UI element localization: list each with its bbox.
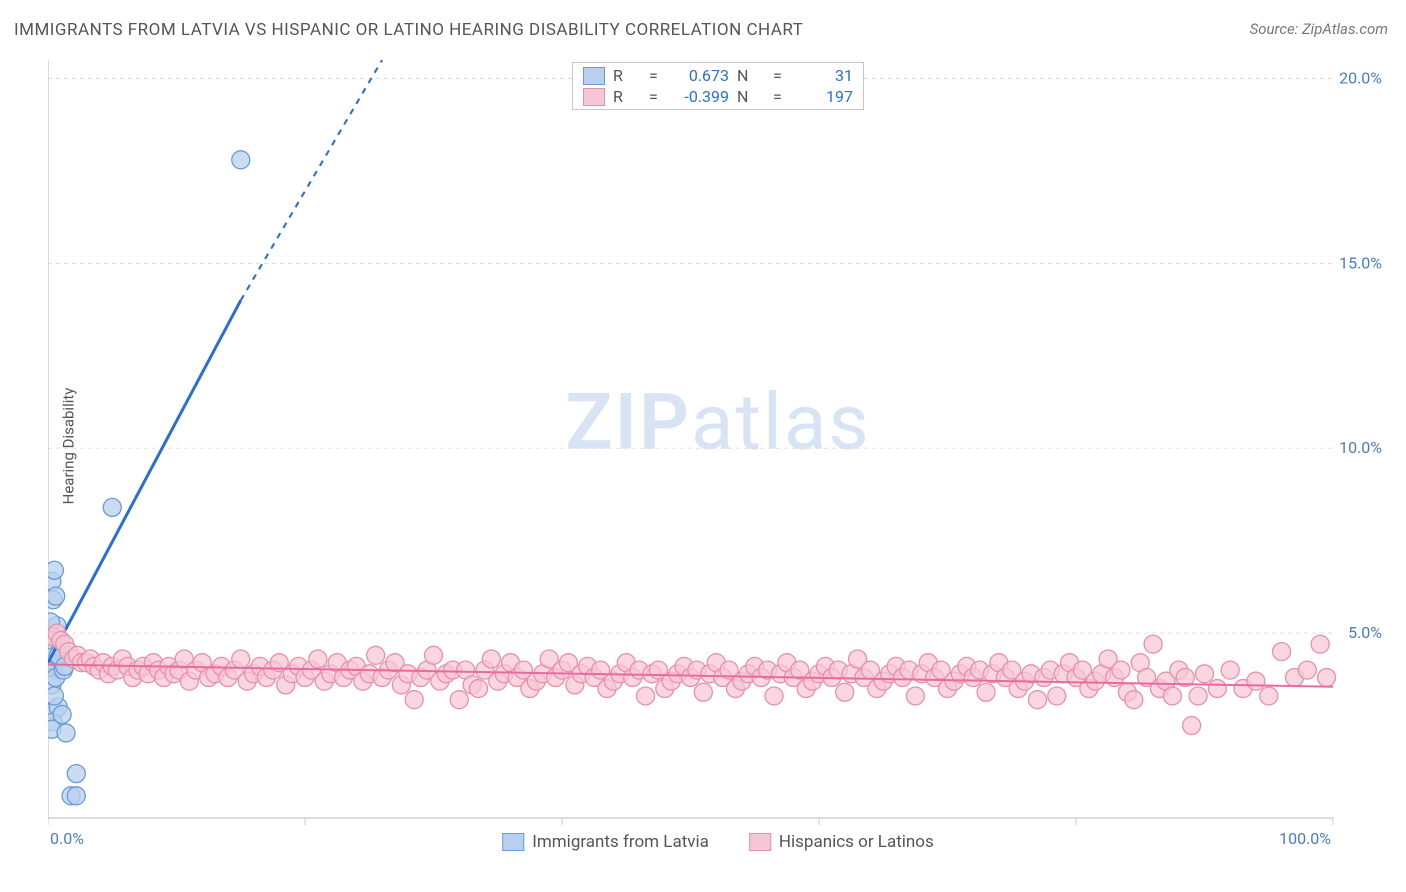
legend-r-value: 0.673 (669, 66, 729, 85)
svg-text:100.0%: 100.0% (1279, 829, 1331, 848)
legend-r-label: R (613, 87, 641, 106)
legend-swatch (502, 833, 524, 851)
equals-sign: = (649, 66, 661, 85)
svg-text:10.0%: 10.0% (1339, 438, 1382, 457)
legend-series-label: Immigrants from Latvia (532, 832, 709, 852)
legend-swatch (583, 88, 605, 106)
source-prefix: Source: (1250, 20, 1302, 38)
svg-text:5.0%: 5.0% (1348, 623, 1382, 642)
legend-series-label: Hispanics or Latinos (779, 832, 934, 852)
legend-n-label: N (737, 66, 765, 85)
equals-sign: = (773, 87, 785, 106)
legend-r-label: R (613, 66, 641, 85)
chart-svg: 5.0% 10.0% 15.0% 20.0% 0.0% 100.0% (48, 60, 1388, 850)
legend-n-label: N (737, 87, 765, 106)
legend-swatch (583, 67, 605, 85)
legend-n-value: 31 (793, 66, 853, 85)
legend-r-value: -0.399 (669, 87, 729, 106)
legend-correlation-row: R = 0.673 N = 31 (573, 65, 863, 86)
legend-correlation-row: R = -0.399 N = 197 (573, 86, 863, 107)
svg-text:0.0%: 0.0% (50, 829, 84, 848)
legend-swatch (749, 833, 771, 851)
source-attribution: Source: ZipAtlas.com (1250, 20, 1388, 38)
legend-series: Immigrants from Latvia Hispanics or Latin… (502, 832, 934, 852)
plot-area: ZIPatlas 5.0%10.0%15.0%20.0%0.0%100.0% R… (48, 60, 1388, 850)
svg-text:15.0%: 15.0% (1339, 253, 1382, 272)
source-name: ZipAtlas.com (1302, 20, 1388, 38)
legend-series-item: Hispanics or Latinos (749, 832, 934, 852)
chart-title: IMMIGRANTS FROM LATVIA VS HISPANIC OR LA… (14, 20, 803, 40)
legend-n-value: 197 (793, 87, 853, 106)
equals-sign: = (773, 66, 785, 85)
legend-series-item: Immigrants from Latvia (502, 832, 709, 852)
svg-text:20.0%: 20.0% (1339, 68, 1382, 87)
equals-sign: = (649, 87, 661, 106)
legend-correlation: R = 0.673 N = 31 R = -0.399 N = 197 (572, 62, 864, 110)
